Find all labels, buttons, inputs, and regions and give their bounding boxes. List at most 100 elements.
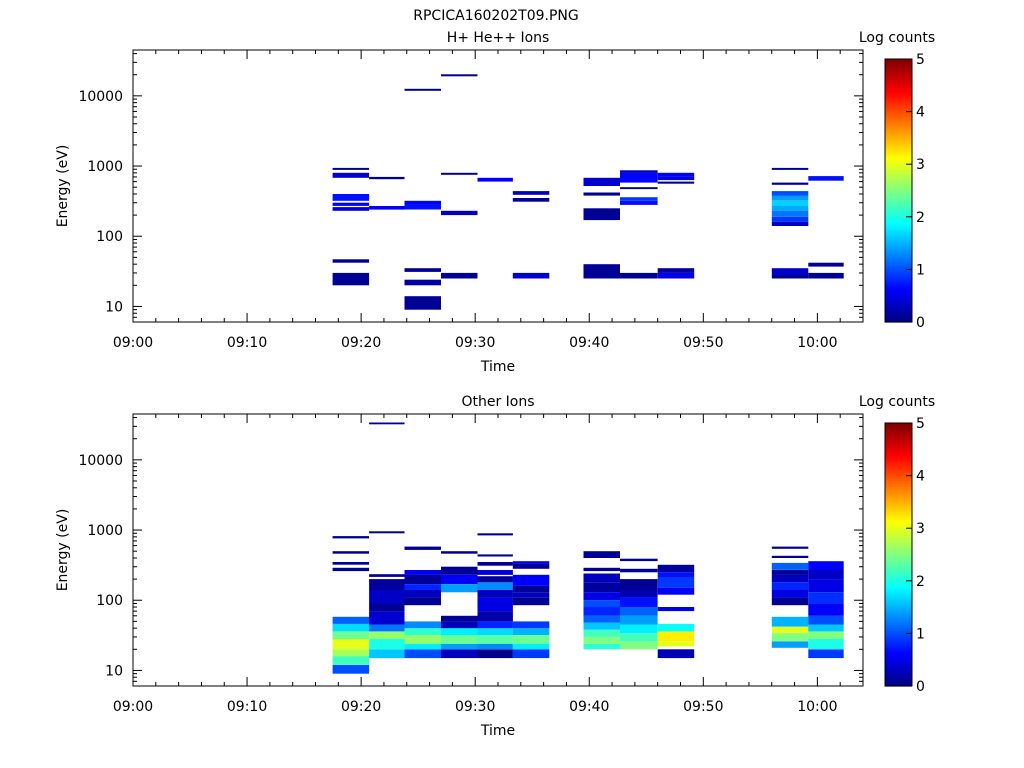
colorbar-segment: [885, 274, 912, 278]
heatmap-cell: [771, 200, 809, 206]
heatmap-cell: [332, 194, 370, 201]
colorbar-segment: [885, 282, 912, 286]
heatmap-cell: [369, 639, 405, 650]
colorbar-segment: [885, 517, 912, 521]
heatmap-cell: [477, 643, 513, 650]
colorbar-segment: [885, 143, 912, 146]
colorbar-segment: [885, 540, 912, 543]
colorbar-segment: [885, 200, 912, 204]
y-tick-label: 1000: [87, 159, 123, 175]
heatmap-cell: [477, 611, 513, 622]
colorbar-segment: [885, 558, 912, 562]
heatmap-cell: [404, 88, 441, 91]
heatmap-cell: [771, 626, 809, 634]
x-tick-label: 09:50: [683, 699, 723, 715]
heatmap-cell: [583, 192, 620, 196]
x-tick-label: 10:00: [797, 335, 837, 351]
heatmap-cell: [808, 262, 844, 267]
heatmap-cell: [404, 200, 441, 205]
colorbar-segment: [885, 163, 912, 167]
colorbar-segment: [885, 673, 912, 677]
colorbar-tick-label: 5: [916, 52, 925, 68]
colorbar-segment: [885, 151, 912, 155]
colorbar-segment: [885, 490, 912, 494]
colorbar-segment: [885, 311, 912, 315]
colorbar-segment: [885, 227, 912, 231]
colorbar-tick-label: 3: [916, 521, 925, 537]
heatmap-cell: [808, 176, 844, 181]
colorbar-segment: [885, 441, 912, 445]
colorbar-segment: [885, 272, 912, 276]
colorbar: 0 1 2 3 4 5 Log counts: [859, 394, 935, 695]
colorbar-segment: [885, 192, 912, 196]
heatmap-cell: [657, 564, 695, 573]
y-tick-label: 10: [105, 663, 123, 679]
heatmap-cell: [332, 536, 370, 539]
colorbar-tick-label: 2: [916, 574, 925, 590]
heatmap-cell: [657, 577, 695, 588]
x-axis-label: Time: [480, 359, 515, 375]
colorbar-segment: [885, 215, 912, 218]
colorbar-segment: [885, 165, 912, 169]
colorbar-segment: [885, 81, 912, 85]
heatmap-cell: [808, 615, 844, 625]
heatmap-cell: [657, 176, 695, 181]
colorbar-segment: [885, 554, 912, 558]
colorbar-segment: [885, 219, 912, 222]
heatmap-cell: [512, 628, 550, 635]
heatmap-cell: [404, 268, 441, 272]
heatmap-cell: [477, 177, 513, 182]
colorbar-segment: [885, 122, 912, 126]
colorbar-segment: [885, 634, 912, 638]
heatmap-cell: [477, 649, 513, 659]
heatmap-cell: [404, 204, 441, 210]
colorbar-segment: [885, 137, 912, 140]
heatmap-cell: [620, 590, 658, 598]
colorbar-segment: [885, 301, 912, 305]
x-tick-label: 09:30: [455, 699, 495, 715]
heatmap-cell: [404, 570, 441, 575]
colorbar-segment: [885, 145, 912, 148]
colorbar-segment: [885, 649, 912, 652]
colorbar-segment: [885, 593, 912, 597]
colorbar-segment: [885, 663, 912, 667]
colorbar-segment: [885, 472, 912, 475]
heatmap-cell: [771, 616, 809, 627]
colorbar-segment: [885, 139, 912, 142]
heatmap-cell: [369, 206, 405, 210]
heatmap-cell: [512, 643, 550, 650]
colorbar-segment: [885, 153, 912, 157]
colorbar-segment: [885, 196, 912, 200]
colorbar-segment: [885, 683, 912, 687]
heatmap-cell: [808, 603, 844, 616]
colorbar-segment: [885, 256, 912, 259]
colorbar-segment: [885, 108, 912, 111]
heatmap-cell: [441, 272, 478, 279]
heatmap-cell: [808, 624, 844, 632]
heatmap-cell: [771, 555, 809, 558]
panel-title: H+ He++ Ions: [447, 30, 550, 46]
heatmap-cell: [512, 561, 550, 564]
colorbar-segment: [885, 221, 912, 224]
heatmap-cell: [583, 573, 620, 583]
colorbar-segment: [885, 102, 912, 105]
x-tick-label: 09:00: [113, 335, 153, 351]
colorbar-segment: [885, 675, 912, 679]
colorbar-segment: [885, 106, 912, 109]
file-title: RPCICA160202T09.PNG: [413, 8, 578, 24]
heatmap-cell: [583, 622, 620, 630]
colorbar-segment: [885, 159, 912, 163]
colorbar-segment: [885, 433, 912, 436]
heatmap-cell: [512, 592, 550, 598]
colorbar-segment: [885, 501, 912, 504]
colorbar-segment: [885, 114, 912, 118]
colorbar-tick-label: 1: [916, 626, 925, 642]
colorbar-segment: [885, 79, 912, 83]
colorbar-segment: [885, 116, 912, 120]
colorbar-tick-label: 0: [916, 315, 925, 331]
colorbar-segment: [885, 665, 912, 669]
heatmap-cell: [620, 579, 658, 590]
colorbar-segment: [885, 186, 912, 190]
heatmap-cell: [771, 597, 809, 606]
